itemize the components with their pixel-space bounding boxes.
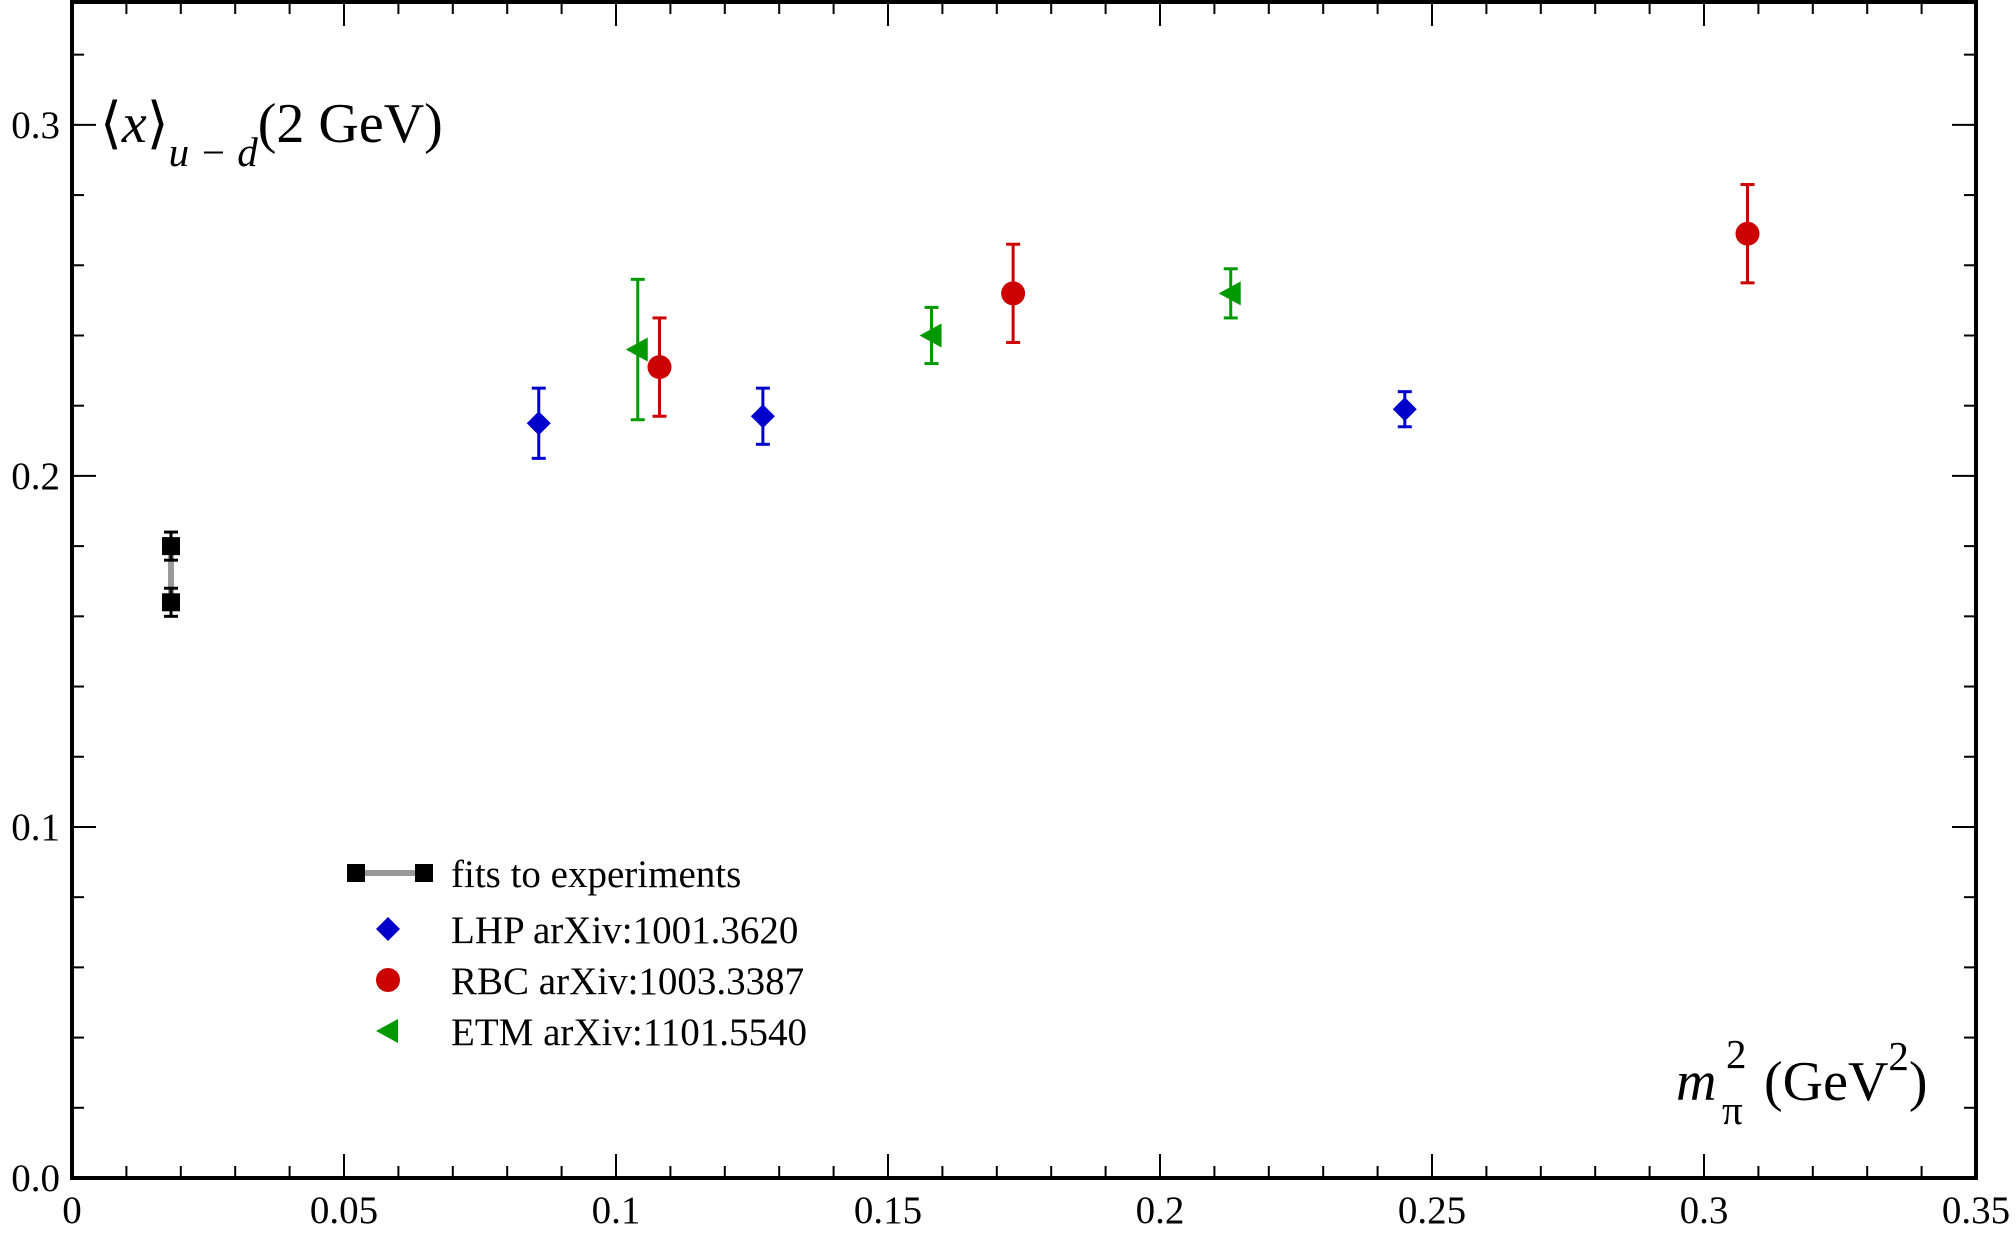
series-diamond bbox=[526, 386, 1417, 460]
square-marker bbox=[162, 593, 181, 612]
x-axis-title: m bbox=[1676, 1051, 1716, 1113]
circle-marker bbox=[1001, 281, 1026, 306]
y-tick-label: 0.1 bbox=[11, 806, 60, 849]
plot-frame bbox=[70, 0, 1978, 1180]
legend-label-rbc: RBC arXiv:1003.3387 bbox=[451, 960, 804, 1003]
data-layer bbox=[162, 183, 1760, 618]
x-tick-label: 0 bbox=[62, 1189, 82, 1229]
triangle-left-marker bbox=[1218, 281, 1241, 306]
x-tick-label: 0.35 bbox=[1942, 1189, 2010, 1229]
triangle-left-marker bbox=[919, 323, 942, 348]
legend-label-etm: ETM arXiv:1101.5540 bbox=[451, 1011, 807, 1054]
triangle-left-marker bbox=[625, 337, 648, 362]
circle-marker bbox=[376, 968, 400, 992]
y-axis-title: ⟨x⟩u − d(2 GeV) bbox=[100, 93, 443, 175]
diamond-marker bbox=[376, 917, 400, 941]
x-tick-label: 0.25 bbox=[1398, 1189, 1466, 1229]
y-tick-label: 0.0 bbox=[11, 1157, 60, 1200]
diamond-marker bbox=[750, 404, 775, 429]
series-triangle-left bbox=[625, 267, 1241, 422]
y-tick-label: 0.3 bbox=[11, 104, 60, 147]
diamond-marker bbox=[526, 411, 551, 436]
circle-marker bbox=[1735, 221, 1760, 246]
legend-markers bbox=[347, 864, 433, 1043]
square-marker bbox=[415, 864, 433, 882]
triangle-left-marker bbox=[376, 1019, 398, 1043]
x-tick-label: 0.05 bbox=[310, 1189, 378, 1229]
series-square bbox=[162, 530, 181, 618]
axis-ticks bbox=[71, 2, 1977, 1179]
y-tick-label: 0.2 bbox=[11, 455, 60, 498]
legend: fits to experiments LHP arXiv:1001.3620 … bbox=[347, 853, 807, 1054]
x-axis-unit: (GeV2) bbox=[1764, 1033, 1928, 1113]
axis-tick-labels: 0 0.05 0.1 0.15 0.2 0.25 0.3 0.35 0.0 0.1 0.2 0.3 bbox=[11, 104, 2010, 1232]
diamond-marker bbox=[1392, 397, 1417, 422]
x-tick-label: 0.3 bbox=[1680, 1189, 1729, 1229]
legend-label-lhp: LHP arXiv:1001.3620 bbox=[451, 909, 798, 952]
x-tick-label: 0.15 bbox=[854, 1189, 922, 1229]
legend-label-fits: fits to experiments bbox=[451, 853, 741, 896]
x-axis-title-subscript: π bbox=[1722, 1087, 1743, 1133]
x-tick-label: 0.1 bbox=[592, 1189, 641, 1229]
square-marker bbox=[347, 864, 365, 882]
circle-marker bbox=[647, 355, 672, 380]
series-circle bbox=[647, 183, 1760, 418]
x-axis-title-superscript: 2 bbox=[1726, 1031, 1747, 1077]
x-tick-label: 0.2 bbox=[1136, 1189, 1185, 1229]
square-marker bbox=[162, 537, 181, 556]
